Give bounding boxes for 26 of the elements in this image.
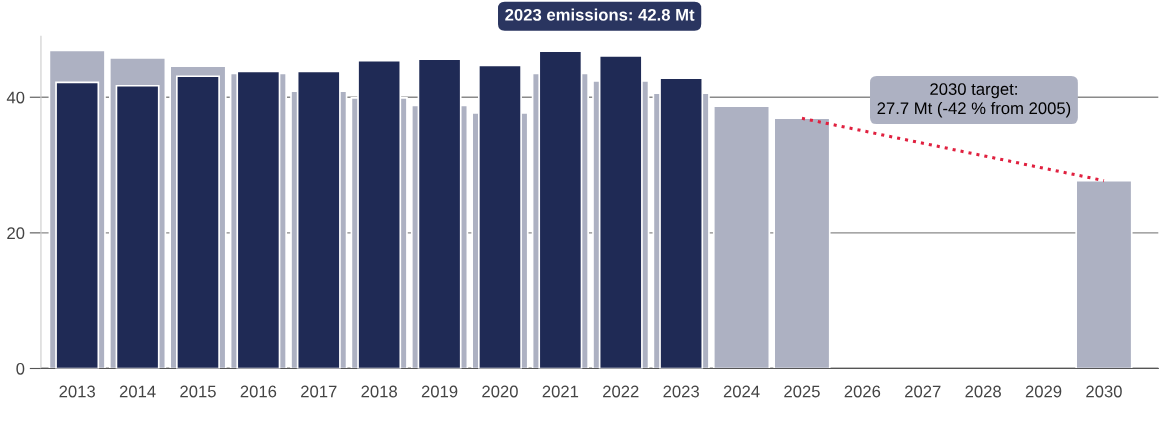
x-tick-label: 2013 [59,385,95,398]
x-tick-label: 2022 [603,385,639,398]
x-tick-label: 2023 [663,385,699,398]
bar [1075,179,1133,369]
x-tick-label: 2017 [301,385,337,398]
x-tick-label: 2029 [1025,385,1062,398]
y-tick-label: 0 [16,362,25,375]
x-tick-label: 2030 [1086,385,1122,398]
x-tick-label: 2024 [723,385,760,398]
x-tick-label: 2021 [542,385,579,398]
y-tick-label: 20 [7,227,25,240]
bar [773,117,831,369]
x-tick-label: 2028 [965,385,1001,398]
x-tick-label: 2027 [905,385,941,398]
x-tick-label: 2026 [844,385,881,398]
annotation: 2030 target: 27.7 Mt (-42 % from 2005) [877,83,1071,118]
x-tick-label: 2014 [119,385,156,398]
x-tick-label: 2020 [482,385,518,398]
x-tick-label: 2015 [180,385,216,398]
x-tick-label: 2025 [784,385,820,398]
x-tick-label: 2019 [421,385,458,398]
text: 2023 emissions: 42.8 Mt [505,8,695,21]
bar [712,105,771,369]
y-tick-label: 40 [6,91,25,104]
x-tick-label: 2016 [240,385,277,398]
x-tick-label: 2018 [361,385,397,398]
